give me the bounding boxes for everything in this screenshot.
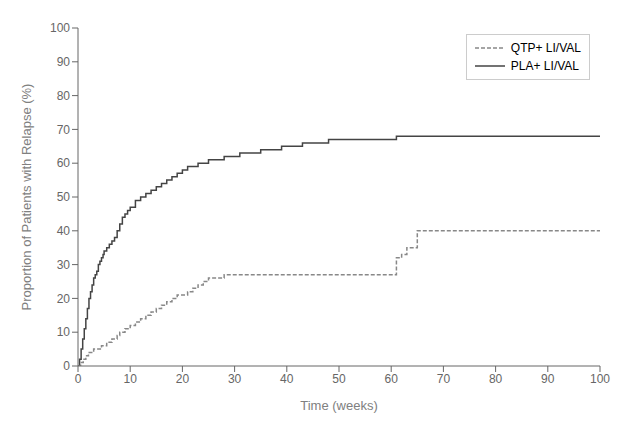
svg-text:20: 20 — [176, 372, 190, 386]
svg-text:100: 100 — [50, 21, 70, 35]
svg-text:70: 70 — [57, 123, 71, 137]
svg-text:10: 10 — [124, 372, 138, 386]
svg-text:50: 50 — [332, 372, 346, 386]
svg-text:0: 0 — [63, 359, 70, 373]
svg-text:50: 50 — [57, 190, 71, 204]
svg-text:100: 100 — [590, 372, 610, 386]
svg-text:30: 30 — [228, 372, 242, 386]
html-text:QTP+ LI/VAL: QTP+ LI/VAL — [510, 41, 581, 55]
svg-text:30: 30 — [57, 258, 71, 272]
svg-text:90: 90 — [57, 55, 71, 69]
svg-text:90: 90 — [541, 372, 555, 386]
svg-text:60: 60 — [57, 156, 71, 170]
svg-text:0: 0 — [75, 372, 82, 386]
svg-text:20: 20 — [57, 292, 71, 306]
svg-text:60: 60 — [385, 372, 399, 386]
svg-text:40: 40 — [57, 224, 71, 238]
svg-text:40: 40 — [280, 372, 294, 386]
svg-text:10: 10 — [57, 325, 71, 339]
html-text:PLA+ LI/VAL: PLA+ LI/VAL — [510, 59, 579, 73]
svg-text:80: 80 — [57, 89, 71, 103]
svg-text:Proportion of Patients with Re: Proportion of Patients with Relapse (%) — [19, 84, 34, 311]
svg-text:70: 70 — [437, 372, 451, 386]
svg-text:Time (weeks): Time (weeks) — [300, 398, 378, 413]
svg-text:80: 80 — [489, 372, 503, 386]
